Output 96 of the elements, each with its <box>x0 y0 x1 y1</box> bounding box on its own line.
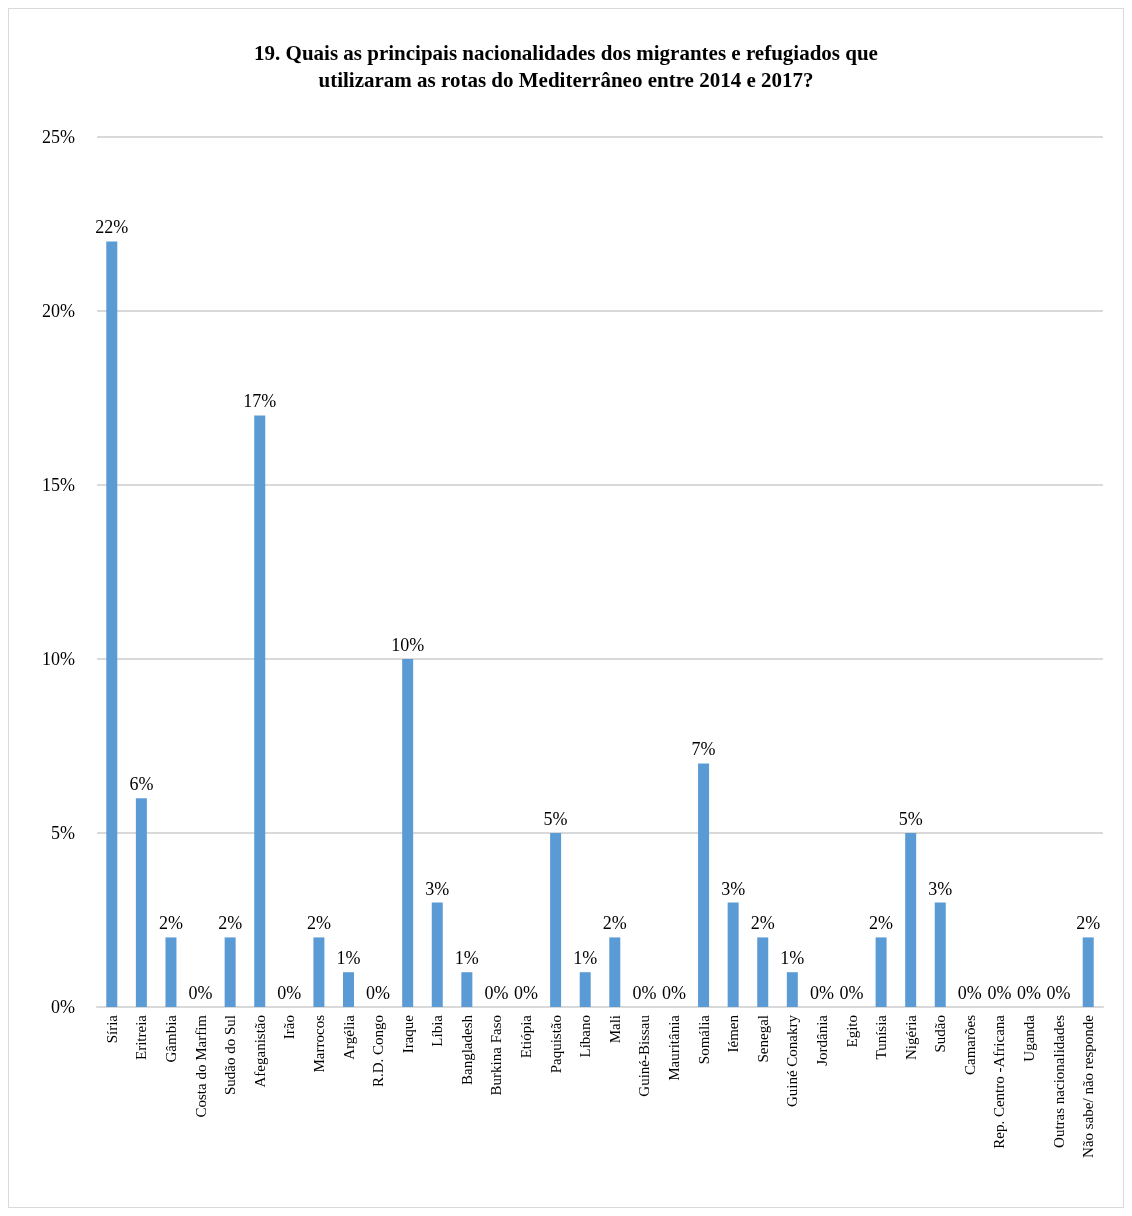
x-tick-label: Costa do Marfim <box>192 1014 209 1118</box>
data-label: 0% <box>632 983 657 1003</box>
data-label: 0% <box>1017 983 1042 1003</box>
bar <box>905 833 917 1007</box>
data-label: 1% <box>573 948 598 969</box>
data-label: 0% <box>188 983 213 1003</box>
y-tick-label: 10% <box>42 649 75 669</box>
bar <box>757 937 769 1007</box>
data-label: 0% <box>484 983 509 1003</box>
bar <box>1082 937 1094 1007</box>
data-label: 0% <box>839 983 864 1003</box>
x-tick-label: Iémen <box>725 1014 742 1053</box>
bar <box>313 937 325 1007</box>
data-label: 0% <box>277 983 302 1003</box>
data-label: 0% <box>987 983 1012 1003</box>
x-tick-label: Senegal <box>754 1015 771 1063</box>
data-label: 2% <box>306 913 331 934</box>
x-tick-label: Egito <box>843 1015 860 1048</box>
data-label: 0% <box>661 983 686 1003</box>
x-tick-label: Iraque <box>399 1014 416 1054</box>
bar <box>609 937 621 1007</box>
x-tick-label: Argélia <box>340 1014 357 1060</box>
x-tick-label: R.D. Congo <box>370 1015 387 1088</box>
y-tick-label: 25% <box>42 127 75 147</box>
bar <box>579 972 591 1007</box>
y-tick-label: 20% <box>42 301 75 321</box>
x-tick-label: Uganda <box>1021 1014 1038 1062</box>
x-tick-label: Afeganistão <box>251 1015 268 1088</box>
bar <box>254 415 266 1007</box>
bar <box>727 902 739 1007</box>
data-label: 0% <box>957 983 982 1003</box>
x-tick-label: Eritreia <box>133 1014 150 1060</box>
data-label: 22% <box>95 217 129 238</box>
x-tick-label: Gâmbia <box>162 1014 179 1063</box>
x-tick-label: Paquistão <box>547 1015 564 1074</box>
x-tick-label: Camarões <box>961 1014 978 1075</box>
data-label: 3% <box>425 878 450 899</box>
x-tick-label: Jordânia <box>813 1014 830 1066</box>
data-label: 2% <box>218 913 243 934</box>
data-label: 17% <box>243 391 277 412</box>
data-label: 2% <box>602 913 627 934</box>
y-tick-label: 5% <box>51 823 75 843</box>
bar <box>698 763 710 1007</box>
x-tick-label: Bangladesh <box>458 1014 475 1085</box>
x-tick-label: Não sabe/ não responde <box>1080 1014 1097 1158</box>
x-tick-label: Guiné-Bissau <box>636 1014 653 1097</box>
x-tick-label: Sudão do Sul <box>222 1015 239 1096</box>
x-tick-label: Marrocos <box>310 1014 327 1073</box>
x-tick-label: Mauritânia <box>665 1014 682 1081</box>
data-label: 0% <box>366 983 391 1003</box>
data-label: 5% <box>898 809 923 829</box>
x-tick-label: Rep. Centro -Africana <box>991 1014 1008 1149</box>
chart-title: 19. Quais as principais nacionalidades dos migrantes e refugiados que utilizaram as rotas do Mediterrâneo entre 2014 e 2017? <box>254 40 878 92</box>
bar <box>106 241 118 1007</box>
data-label: 3% <box>721 878 746 899</box>
data-label: 0% <box>809 983 834 1003</box>
y-tick-label: 0% <box>51 997 75 1017</box>
bar <box>402 659 414 1007</box>
bar <box>165 937 177 1007</box>
data-label: 3% <box>928 878 953 899</box>
y-tick-label: 15% <box>42 475 75 495</box>
x-tick-label: Guiné Conakry <box>784 1014 801 1108</box>
x-tick-label: Somália <box>695 1014 712 1065</box>
data-label: 1% <box>336 948 361 969</box>
bar <box>135 798 147 1007</box>
data-label: 10% <box>391 635 425 655</box>
x-tick-label: Irão <box>281 1015 298 1040</box>
x-tick-label: Nigéria <box>902 1014 919 1060</box>
data-label: 6% <box>129 774 154 795</box>
bar <box>431 902 443 1007</box>
x-tick-label: Mali <box>606 1015 623 1044</box>
x-tick-label: Sudão <box>932 1015 949 1053</box>
bar <box>934 902 946 1007</box>
x-tick-label: Síria <box>103 1014 120 1044</box>
bar <box>461 972 473 1007</box>
bar <box>786 972 798 1007</box>
data-label: 0% <box>1046 983 1071 1003</box>
bar <box>550 833 562 1007</box>
data-label: 5% <box>543 809 568 829</box>
bar <box>224 937 236 1007</box>
bar <box>875 937 887 1007</box>
data-label: 2% <box>158 913 183 934</box>
data-label: 0% <box>514 983 539 1003</box>
data-label: 1% <box>780 948 805 969</box>
x-tick-label: Líbano <box>577 1015 594 1058</box>
bar <box>343 972 354 1007</box>
data-label: 7% <box>691 739 716 760</box>
x-tick-label: Burkina Faso <box>488 1015 505 1096</box>
data-label: 2% <box>869 913 894 934</box>
x-tick-label: Outras nacionalidades <box>1050 1014 1067 1148</box>
x-tick-label: Tunísia <box>873 1014 890 1060</box>
data-label: 2% <box>1076 913 1101 934</box>
data-label: 2% <box>750 913 775 934</box>
data-label: 1% <box>454 948 479 969</box>
x-tick-label: Líbia <box>429 1014 446 1047</box>
x-tick-label: Etiópia <box>518 1014 535 1059</box>
